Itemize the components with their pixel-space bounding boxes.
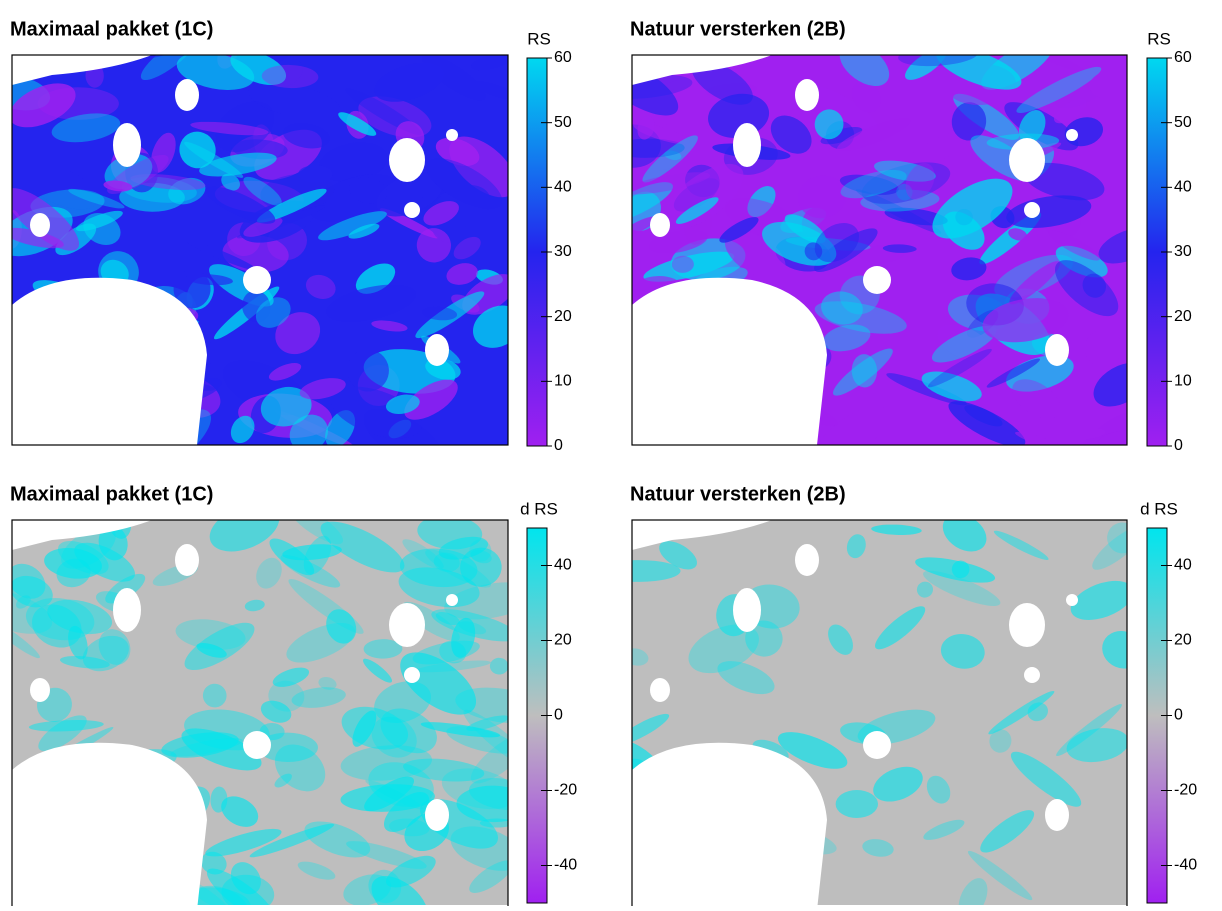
colorbar-tick-label: -20 — [1174, 782, 1197, 799]
colorbar-tick-label: 0 — [1174, 437, 1183, 454]
no-data-area — [404, 667, 420, 683]
no-data-area — [30, 213, 50, 237]
no-data-area — [1009, 138, 1045, 182]
map-panel: Natuur versterken (2B) d RS -40 -20 0 20 40 — [595, 483, 1197, 906]
colorbar-tick-label: 50 — [1174, 114, 1192, 131]
no-data-area — [113, 588, 141, 632]
map-patch — [836, 790, 878, 818]
map-panel: Maximaal pakket (1C) RS 0 10 20 30 40 50 60 — [0, 18, 572, 484]
colorbar-tick-label: -40 — [1174, 857, 1197, 874]
no-data-area — [243, 731, 271, 759]
no-data-area — [733, 123, 761, 167]
legend-title: RS — [527, 29, 551, 48]
no-data-area — [1009, 603, 1045, 647]
no-data-area — [243, 266, 271, 294]
colorbar-tick-label: 40 — [1174, 557, 1192, 574]
panel-title: Maximaal pakket (1C) — [10, 483, 213, 505]
no-data-area — [425, 799, 449, 831]
no-data-area — [425, 334, 449, 366]
colorbar-tick-label: 50 — [554, 114, 572, 131]
no-data-area — [632, 278, 827, 445]
colorbar-tick-label: 20 — [554, 632, 572, 649]
no-data-area — [446, 129, 458, 141]
no-data-area — [12, 278, 207, 445]
map — [590, 30, 1160, 479]
no-data-area — [650, 213, 670, 237]
colorbar-tick-label: 40 — [1174, 179, 1192, 196]
colorbar-tick-label: 30 — [1174, 243, 1192, 260]
legend-title: d RS — [1140, 499, 1178, 518]
colorbar-tick-label: 20 — [1174, 308, 1192, 325]
colorbar-tick-label: 40 — [554, 557, 572, 574]
no-data-area — [30, 678, 50, 702]
colorbar-tick-label: 10 — [1174, 373, 1192, 390]
legend-title: RS — [1147, 29, 1171, 48]
no-data-area — [632, 743, 827, 906]
no-data-area — [389, 138, 425, 182]
no-data-area — [1024, 667, 1040, 683]
colorbar-tick-label: 40 — [554, 179, 572, 196]
no-data-area — [650, 678, 670, 702]
no-data-area — [1024, 202, 1040, 218]
no-data-area — [863, 266, 891, 294]
panel-title: Natuur versterken (2B) — [630, 18, 846, 40]
no-data-area — [404, 202, 420, 218]
colorbar-tick-label: 10 — [554, 373, 572, 390]
no-data-area — [1045, 799, 1069, 831]
legend-title: d RS — [520, 499, 558, 518]
figure: Maximaal pakket (1C)RS0102030405060Natuu… — [0, 0, 1222, 906]
colorbar-tick-label: 30 — [554, 243, 572, 260]
no-data-area — [1045, 334, 1069, 366]
colorbar-tick-label: -20 — [554, 782, 577, 799]
map-patch — [784, 59, 801, 86]
colorbar-tick-label: 0 — [1174, 707, 1183, 724]
colorbar-tick-label: -40 — [554, 857, 577, 874]
colorbar-tick-label: 60 — [554, 49, 572, 66]
no-data-area — [733, 588, 761, 632]
colorbar-tick-label: 20 — [554, 308, 572, 325]
map-patch — [598, 560, 681, 582]
no-data-area — [113, 123, 141, 167]
no-data-area — [175, 79, 199, 111]
colorbar-tick-label: 20 — [1174, 632, 1192, 649]
map-panel: Maximaal pakket (1C) d RS -40 -20 0 20 40 — [0, 483, 577, 906]
panel-title: Maximaal pakket (1C) — [10, 18, 213, 40]
map-panel: Natuur versterken (2B) RS 0 10 20 30 40 50 60 — [590, 18, 1192, 479]
no-data-area — [863, 731, 891, 759]
no-data-area — [12, 743, 207, 906]
colorbar-tick-label: 60 — [1174, 49, 1192, 66]
map — [0, 28, 529, 484]
no-data-area — [795, 544, 819, 576]
colorbar-tick-label: 0 — [554, 437, 563, 454]
panel-title: Natuur versterken (2B) — [630, 483, 846, 505]
no-data-area — [795, 79, 819, 111]
map — [0, 495, 549, 906]
no-data-area — [1066, 129, 1078, 141]
colorbar-tick-label: 0 — [554, 707, 563, 724]
no-data-area — [389, 603, 425, 647]
no-data-area — [175, 544, 199, 576]
no-data-area — [1066, 594, 1078, 606]
no-data-area — [446, 594, 458, 606]
map — [595, 506, 1149, 906]
